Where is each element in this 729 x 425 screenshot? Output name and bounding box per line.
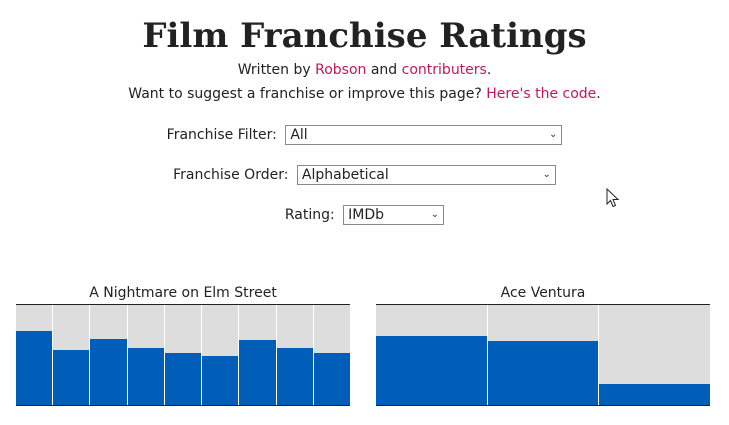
suggest-suffix: . — [596, 86, 601, 102]
bar — [16, 331, 53, 405]
chevron-down-icon: ⌄ — [548, 129, 558, 140]
bar — [276, 348, 313, 405]
bar-slot[interactable] — [164, 305, 202, 405]
bar — [376, 336, 487, 405]
franchise-filter-value: All — [290, 127, 308, 143]
byline-suffix: . — [486, 62, 492, 78]
bar-slot[interactable] — [16, 305, 53, 405]
byline: Written by Robson and contributers. — [0, 60, 729, 80]
bar — [599, 384, 710, 405]
franchise-filter-label: Franchise Filter: — [166, 127, 277, 143]
bar — [313, 353, 350, 405]
bar — [127, 348, 164, 405]
franchise-chart-nightmare: A Nightmare on Elm Street — [16, 284, 350, 406]
rating-label: Rating: — [284, 207, 335, 223]
franchise-chart-ace-ventura: Ace Ventura — [376, 284, 710, 406]
chart-title: Ace Ventura — [500, 285, 586, 301]
bar — [90, 339, 127, 405]
suggest-prefix: Want to suggest a franchise or improve t… — [128, 86, 487, 102]
rating-select[interactable]: IMDb ⌄ — [343, 205, 445, 225]
suggest-line: Want to suggest a franchise or improve t… — [0, 84, 729, 104]
bar — [164, 353, 202, 405]
bar-area — [16, 304, 350, 406]
rating-value: IMDb — [348, 207, 385, 223]
bar-slot[interactable] — [599, 305, 710, 405]
bar-slot[interactable] — [376, 305, 487, 405]
byline-middle: and — [366, 62, 402, 78]
chart-title: A Nightmare on Elm Street — [89, 285, 277, 301]
franchise-filter-select[interactable]: All ⌄ — [285, 125, 563, 145]
bar-slot[interactable] — [202, 305, 239, 405]
rating-row: Rating: IMDb ⌄ — [0, 204, 729, 226]
chevron-down-icon: ⌄ — [542, 169, 551, 180]
franchise-order-select[interactable]: Alphabetical ⌄ — [296, 165, 556, 185]
page-title: Film Franchise Ratings — [142, 16, 587, 56]
byline-prefix: Written by — [237, 62, 316, 78]
bar-slot[interactable] — [313, 305, 350, 405]
bar-slot[interactable] — [239, 305, 276, 405]
bar — [239, 340, 276, 405]
bar — [53, 350, 90, 405]
bar-slot[interactable] — [127, 305, 164, 405]
franchise-order-value: Alphabetical — [301, 167, 389, 183]
bar-slot[interactable] — [90, 305, 127, 405]
author-link[interactable]: Robson — [315, 62, 367, 78]
bar-slot[interactable] — [53, 305, 90, 405]
franchise-order-label: Franchise Order: — [173, 167, 289, 183]
page-header: Film Franchise Ratings Written by Robson… — [0, 0, 729, 104]
mouse-cursor-icon — [606, 188, 620, 208]
bar-slot[interactable] — [276, 305, 313, 405]
filter-controls: Franchise Filter: All ⌄ Franchise Order:… — [0, 124, 729, 226]
franchise-filter-row: Franchise Filter: All ⌄ — [0, 124, 729, 146]
chevron-down-icon: ⌄ — [430, 209, 440, 220]
bar — [202, 356, 239, 405]
franchise-order-row: Franchise Order: Alphabetical ⌄ — [0, 164, 729, 186]
contributors-link[interactable]: contributers — [401, 62, 487, 78]
bar-slot[interactable] — [487, 305, 599, 405]
code-link[interactable]: Here's the code — [486, 86, 597, 102]
bar — [487, 341, 599, 405]
bar-area — [376, 304, 710, 406]
